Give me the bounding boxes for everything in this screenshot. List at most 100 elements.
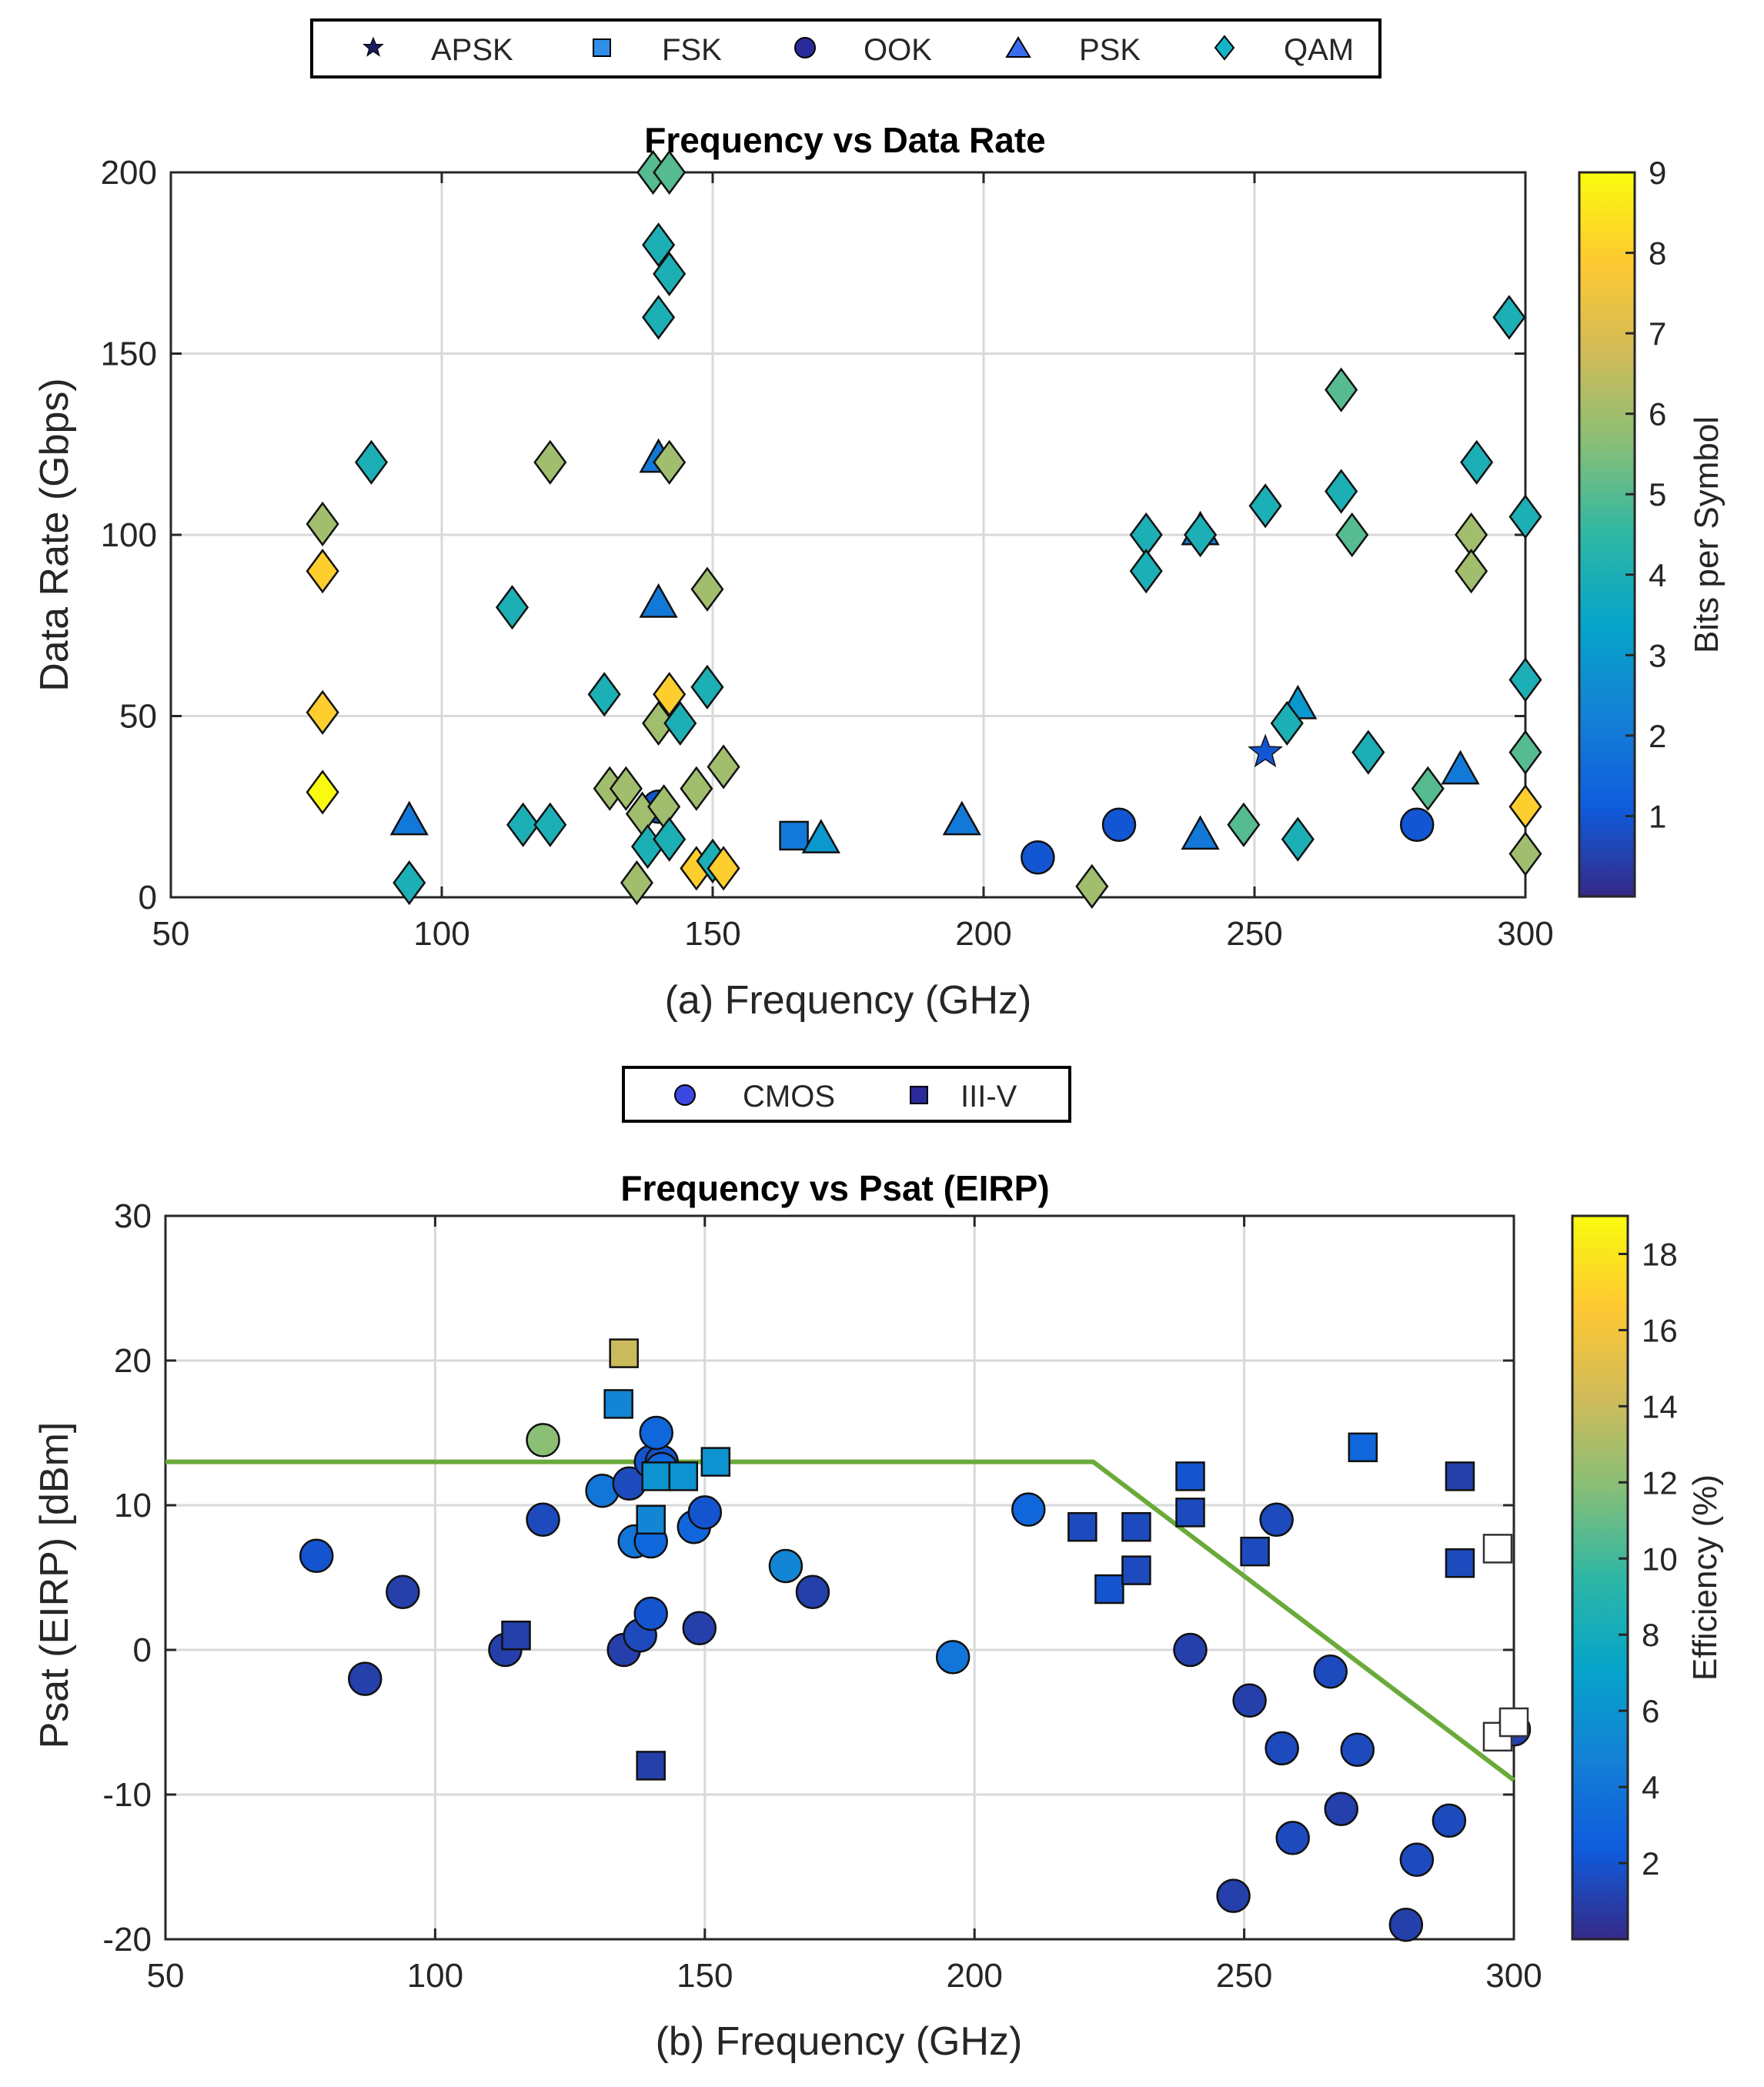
chart-title: Frequency vs Data Rate — [644, 120, 1046, 160]
colorbar-tick-label: 10 — [1642, 1541, 1678, 1577]
colorbar-tick-label: 3 — [1649, 637, 1666, 673]
data-point-diamond — [354, 439, 389, 485]
colorbar-label: Efficiency (%) — [1686, 1474, 1724, 1681]
legend-label: FSK — [662, 33, 722, 67]
colorbar-label: Bits per Symbol — [1688, 416, 1726, 653]
data-point-diamond — [1508, 730, 1542, 775]
data-point-square — [1482, 1534, 1513, 1564]
series-fsk — [779, 820, 809, 851]
legend-box — [310, 18, 1381, 78]
data-point-diamond — [680, 766, 713, 811]
psat-chart: CMOS III-V Frequency vs Psat (EIRP) 50 10… — [32, 1066, 1724, 2064]
y-tick-label: 20 — [114, 1342, 152, 1380]
colorbar-tick-label: 18 — [1642, 1236, 1678, 1272]
series-iii-v — [501, 1338, 1529, 1781]
data-point-circle — [768, 1548, 803, 1584]
data-point-square — [1121, 1511, 1151, 1542]
data-point-square — [636, 1504, 666, 1535]
plot-frame — [164, 1214, 1515, 1941]
data-point-diamond — [653, 251, 687, 296]
y-axis-label: Psat (EIRP) [dBm] — [32, 1422, 77, 1749]
colorbar-tick-label: 5 — [1649, 476, 1666, 513]
data-point-diamond — [1492, 295, 1526, 340]
x-tick-label: 200 — [946, 1957, 1002, 1995]
data-point-diamond — [1508, 784, 1542, 830]
legend-entry-apsk: APSK — [362, 33, 513, 67]
legend-entry-fsk: FSK — [593, 33, 722, 67]
data-point-diamond — [1335, 512, 1369, 558]
legend-technology: CMOS III-V — [622, 1066, 1071, 1123]
data-point-diamond — [620, 860, 653, 906]
colorbar-tick-label: 12 — [1642, 1464, 1678, 1501]
colorbar-tick-label: 8 — [1642, 1617, 1659, 1653]
data-point-square — [636, 1751, 666, 1781]
data-point-circle — [386, 1574, 420, 1610]
y-tick-label: 0 — [133, 1631, 152, 1669]
data-point-circle — [687, 1495, 723, 1530]
data-point-diamond — [533, 802, 567, 847]
data-point-triangle — [389, 800, 429, 836]
data-point-square — [603, 1389, 633, 1419]
colorbar-tick-label: 4 — [1642, 1769, 1659, 1805]
colorbar-gradient — [1578, 171, 1636, 898]
data-point-circle — [1399, 807, 1435, 843]
data-point-star — [1248, 733, 1284, 768]
legend-circle-marker — [794, 37, 816, 58]
data-point-square — [1240, 1536, 1270, 1567]
series-qam — [306, 149, 1542, 909]
data-point-diamond — [533, 439, 567, 485]
data-point-circle — [1388, 1907, 1424, 1942]
legend-box — [622, 1066, 1071, 1123]
legend-entry-iii-v: III-V — [910, 1080, 1017, 1114]
x-tick-label: 200 — [955, 915, 1011, 953]
legend-label: OOK — [864, 33, 932, 67]
data-point-circle — [795, 1574, 830, 1610]
colorbar-tick-label: 6 — [1642, 1693, 1659, 1729]
data-point-diamond — [1508, 831, 1542, 877]
x-tick-label: 300 — [1497, 915, 1553, 953]
legend-entry-psk: PSK — [1005, 33, 1141, 67]
data-point-square — [700, 1447, 731, 1477]
legend-entry-cmos: CMOS — [674, 1080, 835, 1114]
data-point-circle — [1399, 1842, 1435, 1877]
colorbar-tick-label: 9 — [1649, 155, 1666, 191]
data-point-circle — [1173, 1632, 1208, 1668]
legend-label: APSK — [431, 33, 513, 67]
data-point-diamond — [653, 816, 687, 862]
legend-diamond-marker — [1214, 35, 1235, 61]
data-point-square — [501, 1620, 531, 1651]
data-point-circle — [1232, 1683, 1267, 1718]
legend-circle-marker — [674, 1084, 696, 1106]
data-point-square — [1121, 1555, 1151, 1585]
data-point-diamond — [1129, 548, 1163, 594]
trend-line — [165, 1459, 1515, 1782]
data-point-square — [609, 1338, 639, 1368]
series-ook — [641, 790, 1435, 875]
data-points — [306, 149, 1542, 909]
y-tick-label: 50 — [119, 698, 157, 736]
colorbar: 1 2 3 4 5 6 7 8 9 Bits per Symbol — [1578, 155, 1726, 898]
data-point-diamond — [1184, 512, 1218, 558]
data-point-square — [1348, 1432, 1378, 1463]
legend-label: III-V — [961, 1080, 1017, 1114]
data-point-circle — [348, 1661, 383, 1696]
y-tick-label: 0 — [139, 879, 157, 917]
data-point-diamond — [495, 585, 530, 630]
colorbar-tick-label: 16 — [1642, 1312, 1678, 1348]
x-tick-label: 50 — [147, 1957, 185, 1995]
x-tick-label: 100 — [407, 1957, 463, 1995]
data-point-diamond — [707, 744, 740, 790]
data-point-diamond — [690, 664, 724, 710]
data-point-diamond — [1227, 802, 1261, 847]
series-cmos — [299, 1415, 1532, 1942]
legend-star-marker — [362, 36, 384, 57]
data-point-circle — [1021, 840, 1055, 875]
data-point-circle — [526, 1423, 560, 1458]
data-point-diamond — [306, 548, 339, 594]
data-point-diamond — [393, 860, 426, 906]
data-point-diamond — [653, 149, 687, 195]
colorbar-tick-label: 8 — [1649, 235, 1666, 272]
chart-title: Frequency vs Psat (EIRP) — [620, 1168, 1049, 1208]
colorbar-tick-label: 4 — [1649, 557, 1666, 593]
data-point-diamond — [506, 802, 540, 847]
